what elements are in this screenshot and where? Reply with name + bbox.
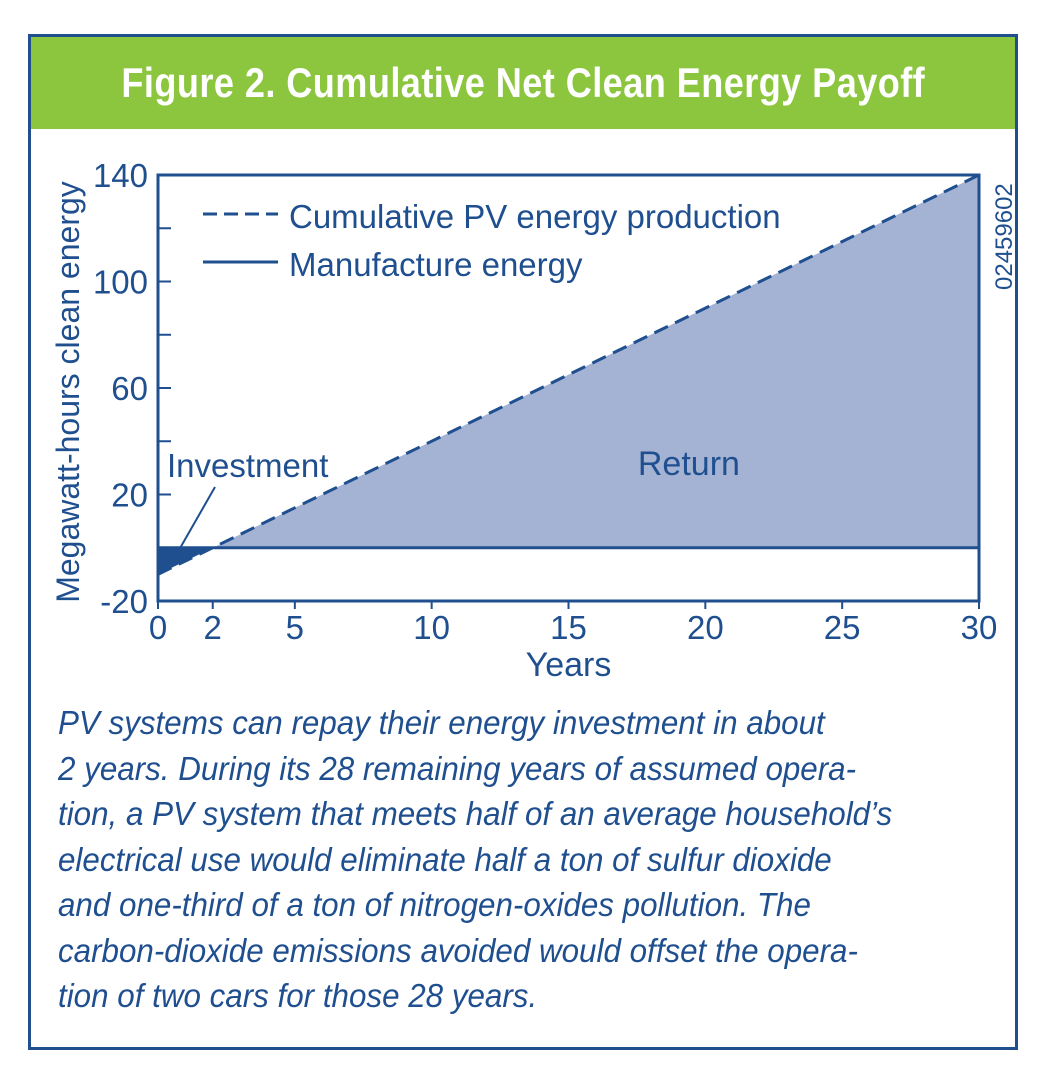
caption-line: electrical use would eliminate half a to…	[58, 840, 832, 878]
caption-line: tion, a PV system that meets half of an …	[58, 795, 893, 832]
y-tick-label: 60	[111, 370, 148, 407]
caption-line: 2 years. During its 28 remaining years o…	[58, 749, 857, 787]
cumulative-production-line	[157, 173, 980, 576]
title-banner: Figure 2. Cumulative Net Clean Energy Pa…	[31, 37, 1015, 129]
return-label: Return	[638, 445, 740, 483]
y-tick-label: 100	[93, 264, 148, 301]
caption: PV systems can repay their energy invest…	[58, 700, 978, 1019]
y-axis: -20 20 60 100 140	[93, 157, 171, 620]
x-tick-label: 15	[550, 609, 587, 646]
x-tick-label: 25	[824, 609, 861, 646]
y-tick-label: 140	[93, 157, 148, 194]
investment-label: Investment	[167, 447, 328, 484]
x-tick-label: 10	[413, 609, 450, 646]
caption-line: carbon-dioxide emissions avoided would o…	[58, 931, 858, 969]
figure-id-label: 02459602	[991, 183, 1018, 290]
legend-label-manufacture: Manufacture energy	[289, 246, 583, 283]
investment-pointer	[174, 486, 216, 558]
x-axis-title: Years	[526, 646, 612, 684]
caption-line: PV systems can repay their energy invest…	[58, 704, 825, 741]
y-tick-label: 20	[111, 477, 148, 514]
caption-line: and one-third of a ton of nitrogen-oxide…	[58, 886, 811, 923]
caption-line: tion of two cars for those 28 years.	[58, 977, 538, 1014]
figure-title: Figure 2. Cumulative Net Clean Energy Pa…	[121, 59, 925, 106]
legend-label-production: Cumulative PV energy production	[289, 198, 781, 235]
y-axis-title: Megawatt-hours clean energy	[50, 181, 86, 603]
x-tick-label: 20	[687, 609, 724, 646]
x-tick-label: 5	[286, 609, 304, 646]
y-tick-label: -20	[100, 583, 148, 620]
x-tick-label: 0	[149, 609, 167, 646]
x-axis: 0 2 5 10 15 20 25 30	[149, 601, 998, 646]
x-tick-label: 30	[961, 609, 998, 646]
x-tick-label: 2	[204, 609, 222, 646]
legend: Cumulative PV energy production Manufact…	[203, 198, 781, 283]
